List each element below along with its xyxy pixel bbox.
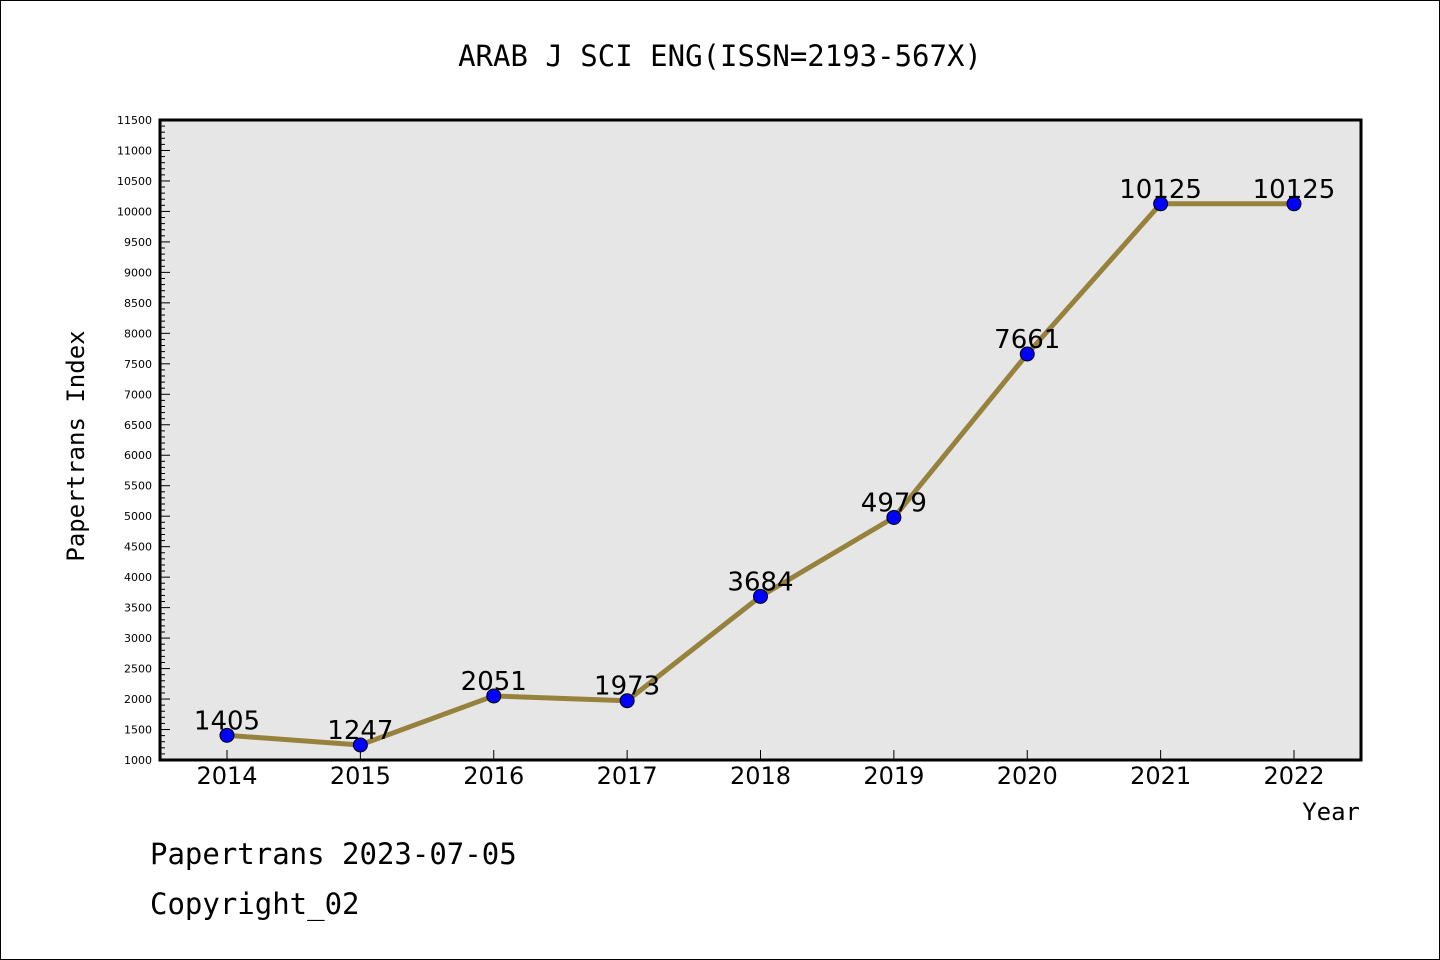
plot-border — [158, 118, 1363, 762]
data-label: 7661 — [994, 325, 1060, 355]
y-tick-label: 5000 — [124, 510, 152, 523]
x-tick-label: 2022 — [1263, 762, 1324, 790]
x-tick-label: 2019 — [863, 762, 924, 790]
plot-area — [160, 120, 1361, 760]
data-point — [1153, 196, 1169, 212]
y-axis-label: Papertrans Index — [62, 330, 90, 561]
x-tick-label: 2018 — [730, 762, 791, 790]
y-tick-label: 10000 — [117, 205, 152, 218]
y-tick-label: 4000 — [124, 571, 152, 584]
y-tick-label: 2500 — [124, 663, 152, 676]
data-label: 10125 — [1253, 175, 1336, 205]
data-label: 1247 — [327, 716, 393, 746]
y-tick-label: 11000 — [117, 144, 152, 157]
data-label: 1405 — [194, 706, 260, 736]
y-tick-label: 5500 — [124, 480, 152, 493]
x-tick-label: 2017 — [597, 762, 658, 790]
data-point — [486, 688, 502, 704]
data-point — [753, 588, 768, 604]
y-tick-label: 9000 — [124, 266, 152, 279]
y-axis-ticks: 1000 1500 2000 2500 3000 3500 4000 4500 5000 5500… — [117, 114, 170, 767]
data-point — [619, 693, 635, 709]
y-tick-label: 11500 — [117, 114, 152, 127]
y-tick-label: 7000 — [124, 388, 152, 401]
footer-copyright: Copyright_02 — [150, 887, 360, 922]
y-tick-label: 2000 — [124, 693, 152, 706]
data-point — [1019, 346, 1035, 362]
data-point — [886, 509, 902, 525]
x-tick-label: 2021 — [1130, 762, 1191, 790]
data-label: 3684 — [727, 567, 793, 597]
data-label: 4979 — [861, 488, 927, 518]
y-tick-label: 9500 — [124, 236, 152, 249]
data-label: 1973 — [594, 672, 660, 702]
data-point — [1286, 196, 1302, 212]
x-axis-label: Year — [1302, 798, 1360, 826]
y-tick-label: 8500 — [124, 297, 152, 310]
x-tick-label: 2016 — [463, 762, 524, 790]
chart-title: ARAB J SCI ENG(ISSN=2193-567X) — [458, 39, 982, 73]
data-point — [219, 727, 235, 743]
y-tick-label: 3500 — [124, 602, 152, 615]
y-tick-label: 8000 — [124, 327, 152, 340]
y-tick-label: 10500 — [117, 175, 152, 188]
data-point — [352, 737, 368, 753]
y-tick-label: 1500 — [124, 724, 152, 737]
y-tick-label: 6000 — [124, 449, 152, 462]
y-tick-label: 7500 — [124, 358, 152, 371]
series-layer: 1405 1247 2051 1973 3684 4979 7661 10125 10125 — [194, 175, 1336, 753]
y-tick-label: 6500 — [124, 419, 152, 432]
y-tick-label: 3000 — [124, 632, 152, 645]
x-axis-ticks: 2014 2015 2016 2017 2018 2019 2020 2021 2022 — [196, 750, 1325, 790]
data-label: 2051 — [461, 667, 527, 697]
data-label: 10125 — [1119, 175, 1202, 205]
footer-date: Papertrans 2023-07-05 — [150, 837, 517, 871]
x-tick-label: 2015 — [330, 762, 391, 790]
y-tick-label: 4500 — [124, 541, 152, 554]
x-tick-label: 2014 — [196, 762, 257, 790]
x-tick-label: 2020 — [997, 762, 1058, 790]
y-tick-label: 1000 — [124, 754, 152, 767]
